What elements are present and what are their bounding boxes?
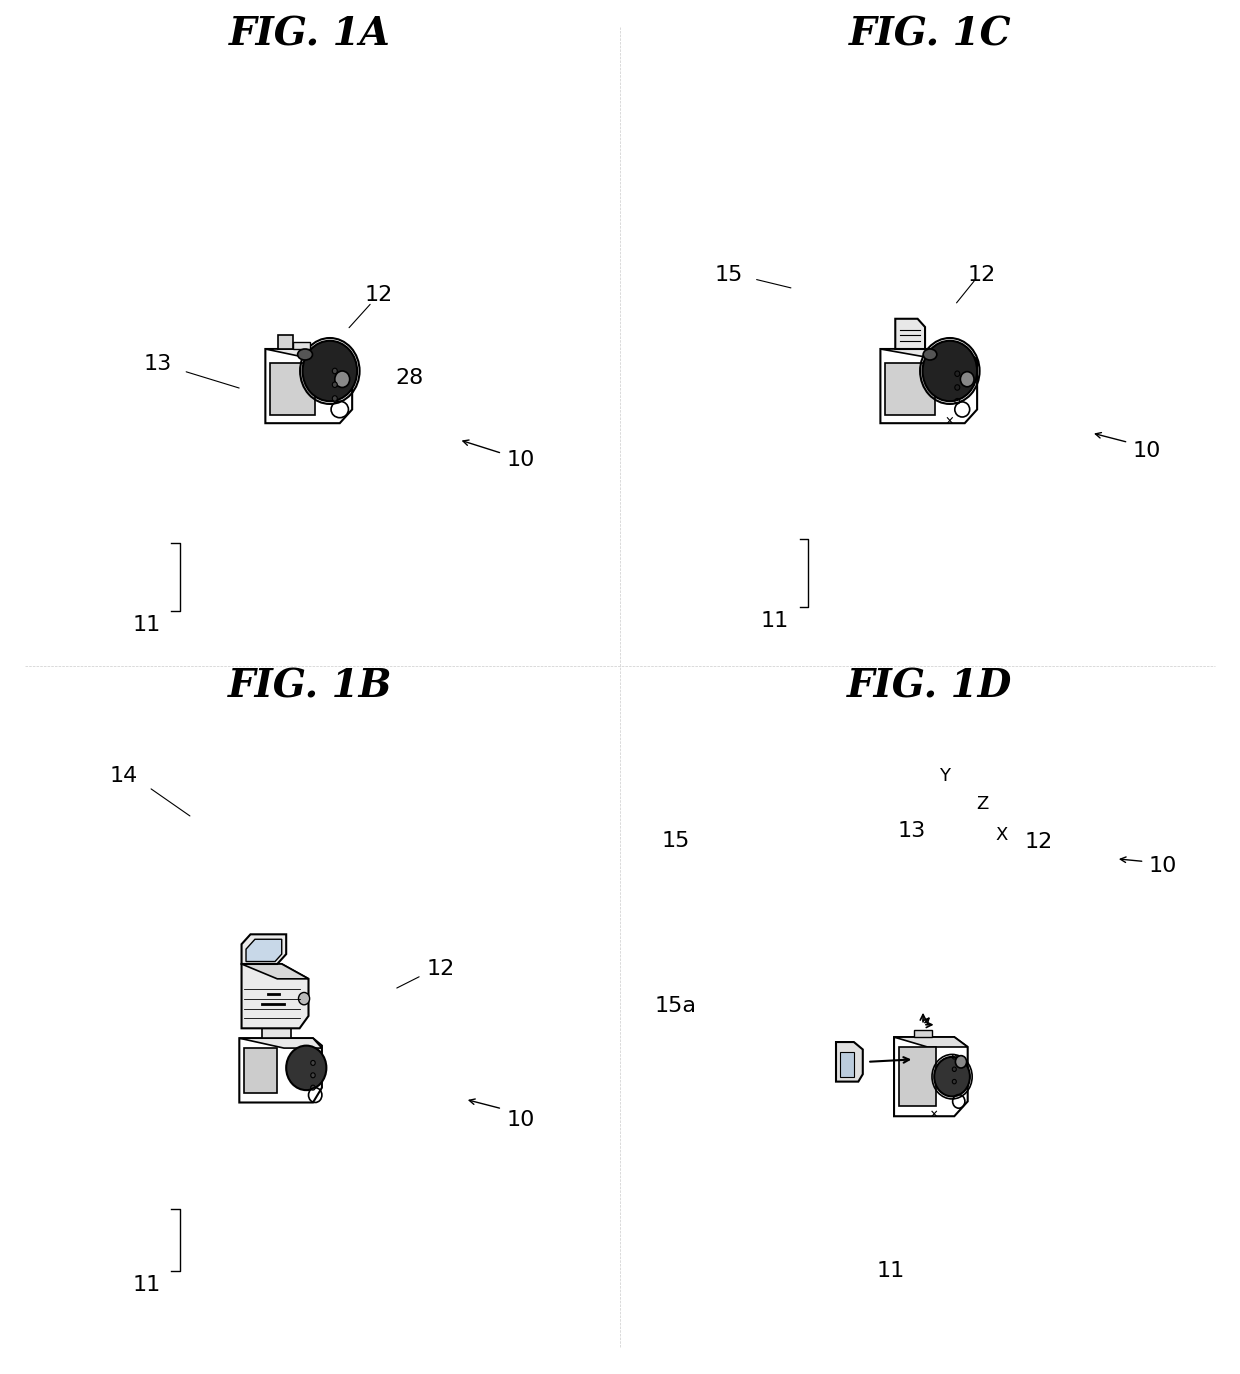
Ellipse shape bbox=[934, 1057, 970, 1096]
Polygon shape bbox=[914, 1029, 932, 1037]
Text: 11: 11 bbox=[133, 616, 160, 635]
Text: 10: 10 bbox=[1133, 441, 1161, 460]
Polygon shape bbox=[278, 335, 293, 349]
Text: 15a: 15a bbox=[655, 996, 697, 1015]
Text: FIG. 1D: FIG. 1D bbox=[847, 668, 1013, 706]
Text: 15: 15 bbox=[662, 831, 689, 851]
Polygon shape bbox=[244, 1048, 278, 1092]
Ellipse shape bbox=[298, 349, 312, 360]
Polygon shape bbox=[899, 1047, 936, 1106]
Text: 28: 28 bbox=[396, 368, 423, 387]
Text: 12: 12 bbox=[968, 265, 996, 284]
Polygon shape bbox=[246, 940, 281, 962]
Ellipse shape bbox=[311, 1061, 315, 1065]
Ellipse shape bbox=[311, 1073, 315, 1077]
Ellipse shape bbox=[923, 349, 937, 360]
Polygon shape bbox=[262, 1028, 290, 1039]
Text: 11: 11 bbox=[761, 611, 789, 631]
Polygon shape bbox=[880, 349, 977, 360]
Text: 12: 12 bbox=[1025, 833, 1053, 852]
Text: 11: 11 bbox=[877, 1261, 904, 1281]
Ellipse shape bbox=[299, 992, 310, 1004]
Text: X: X bbox=[996, 826, 1008, 845]
Polygon shape bbox=[841, 1052, 854, 1077]
Polygon shape bbox=[242, 965, 309, 1028]
Text: 13: 13 bbox=[144, 354, 171, 374]
Text: 10: 10 bbox=[507, 451, 534, 470]
Ellipse shape bbox=[955, 1055, 967, 1068]
Polygon shape bbox=[242, 934, 286, 965]
Polygon shape bbox=[895, 319, 925, 349]
Polygon shape bbox=[894, 1037, 967, 1047]
Text: 10: 10 bbox=[507, 1110, 534, 1129]
Ellipse shape bbox=[303, 341, 357, 401]
Ellipse shape bbox=[335, 371, 350, 387]
Ellipse shape bbox=[923, 341, 977, 401]
Text: 11: 11 bbox=[133, 1275, 160, 1294]
Ellipse shape bbox=[286, 1046, 326, 1090]
Text: FIG. 1A: FIG. 1A bbox=[229, 15, 391, 54]
Polygon shape bbox=[270, 363, 315, 415]
Ellipse shape bbox=[960, 371, 975, 387]
Text: 15: 15 bbox=[715, 265, 743, 284]
Ellipse shape bbox=[332, 396, 337, 401]
Text: 14: 14 bbox=[110, 767, 138, 786]
Text: Z: Z bbox=[976, 794, 988, 813]
Text: FIG. 1B: FIG. 1B bbox=[228, 668, 392, 706]
Text: 12: 12 bbox=[427, 959, 454, 978]
Ellipse shape bbox=[332, 368, 337, 374]
Text: 12: 12 bbox=[365, 286, 392, 305]
Text: 13: 13 bbox=[898, 822, 925, 841]
Polygon shape bbox=[885, 363, 935, 415]
Text: FIG. 1C: FIG. 1C bbox=[848, 15, 1012, 54]
Polygon shape bbox=[242, 965, 309, 978]
Polygon shape bbox=[293, 342, 310, 349]
Polygon shape bbox=[239, 1039, 322, 1048]
Text: 10: 10 bbox=[1149, 856, 1177, 875]
Polygon shape bbox=[265, 349, 352, 360]
Text: Y: Y bbox=[940, 767, 950, 786]
Ellipse shape bbox=[332, 382, 337, 387]
Polygon shape bbox=[836, 1041, 863, 1081]
Ellipse shape bbox=[311, 1085, 315, 1090]
